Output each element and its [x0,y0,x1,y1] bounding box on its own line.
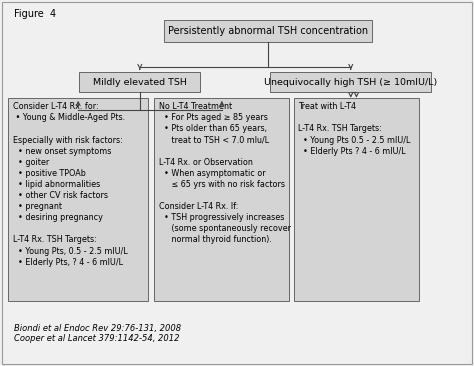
Text: Treat with L-T4

L-T4 Rx. TSH Targets:
  • Young Pts 0.5 - 2.5 mIU/L
  • Elderly: Treat with L-T4 L-T4 Rx. TSH Targets: • … [299,102,411,156]
Text: Unequivocally high TSH (≥ 10mIU/L): Unequivocally high TSH (≥ 10mIU/L) [264,78,438,87]
FancyBboxPatch shape [164,20,372,42]
FancyBboxPatch shape [155,98,289,301]
Text: Persistently abnormal TSH concentration: Persistently abnormal TSH concentration [168,26,368,36]
Text: Figure  4: Figure 4 [14,9,56,19]
Text: Mildly elevated TSH: Mildly elevated TSH [93,78,187,87]
Text: Consider L-T4 Rx. for:
 • Young & Middle-Aged Pts.

Especially with risk factors: Consider L-T4 Rx. for: • Young & Middle-… [13,102,128,267]
FancyBboxPatch shape [293,98,419,301]
FancyBboxPatch shape [9,98,148,301]
FancyBboxPatch shape [79,72,200,92]
Text: Biondi et al Endoc Rev 29:76-131, 2008
Cooper et al Lancet 379:1142-54, 2012: Biondi et al Endoc Rev 29:76-131, 2008 C… [14,324,182,343]
FancyBboxPatch shape [270,72,431,92]
Text: No L-T4 Treatment
  • For Pts aged ≥ 85 years
  • Pts older than 65 years,
     : No L-T4 Treatment • For Pts aged ≥ 85 ye… [159,102,291,244]
